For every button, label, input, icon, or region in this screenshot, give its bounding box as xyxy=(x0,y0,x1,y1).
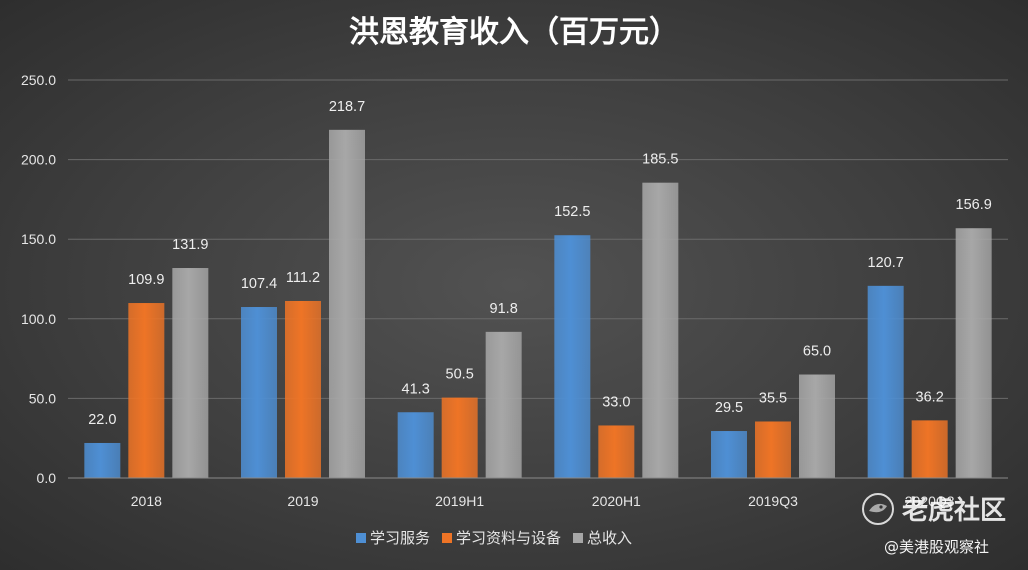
data-label: 91.8 xyxy=(490,301,518,317)
chart-title: 洪恩教育收入（百万元） xyxy=(349,15,679,50)
bar-学习服务-2019H1 xyxy=(397,412,434,478)
x-tick-label: 2018 xyxy=(131,493,162,509)
legend-label: 学习服务 xyxy=(370,529,430,547)
bar-学习资料与设备-2019H1 xyxy=(441,397,478,478)
x-tick-label: 2020Q3 xyxy=(905,493,955,509)
watermark-handle: @美港股观察社 xyxy=(884,538,989,556)
legend-label: 总收入 xyxy=(587,529,632,547)
data-label: 156.9 xyxy=(956,197,992,213)
bars xyxy=(84,129,992,479)
data-label: 120.7 xyxy=(868,255,904,271)
legend-swatch xyxy=(573,533,583,543)
y-tick-label: 200.0 xyxy=(21,152,56,168)
data-label: 111.2 xyxy=(286,270,320,286)
y-tick-label: 0.0 xyxy=(37,470,57,486)
data-label: 36.2 xyxy=(916,389,944,405)
bar-总收入-2020Q3 xyxy=(955,228,992,478)
legend: 学习服务 学习资料与设备 总收入 xyxy=(356,529,632,547)
bar-总收入-2019 xyxy=(329,129,365,479)
legend-swatch xyxy=(356,533,366,543)
bar-学习资料与设备-2020H1 xyxy=(598,425,635,478)
data-label: 131.9 xyxy=(172,237,208,253)
data-label: 65.0 xyxy=(803,344,831,360)
bar-总收入-2019H1 xyxy=(485,331,522,478)
y-tick-label: 150.0 xyxy=(21,231,56,247)
bar-学习资料与设备-2019 xyxy=(285,300,321,478)
axes: 0.0 50.0 100.0 150.0 200.0 250.0 2018 2019 2019H… xyxy=(21,72,1008,509)
data-label: 185.5 xyxy=(642,152,678,168)
x-tick-label: 2019H1 xyxy=(435,493,484,509)
data-label: 50.5 xyxy=(446,367,474,383)
bar-学习资料与设备-2020Q3 xyxy=(911,420,948,478)
x-tick-label: 2020H1 xyxy=(592,493,641,509)
bar-学习服务-2020Q3 xyxy=(867,285,904,478)
x-tick-label: 2019 xyxy=(287,493,318,509)
bar-总收入-2020H1 xyxy=(642,182,679,478)
data-label: 41.3 xyxy=(402,381,430,397)
legend-label: 学习资料与设备 xyxy=(456,529,561,547)
data-label: 218.7 xyxy=(329,99,365,115)
bar-学习资料与设备-2018 xyxy=(128,303,165,478)
bar-总收入-2019Q3 xyxy=(799,374,835,478)
y-tick-label: 100.0 xyxy=(21,311,56,327)
data-label: 35.5 xyxy=(759,390,787,406)
bar-学习服务-2019Q3 xyxy=(711,431,747,478)
y-tick-label: 50.0 xyxy=(29,390,56,406)
data-label: 152.5 xyxy=(554,204,590,220)
data-label: 109.9 xyxy=(128,272,164,288)
bar-学习资料与设备-2019Q3 xyxy=(755,421,791,478)
x-tick-label: 2019Q3 xyxy=(748,493,798,509)
bar-学习服务-2019 xyxy=(241,307,277,478)
data-labels: 22.0 109.9 131.9 107.4 111.2 218.7 41.3 50.5 91.… xyxy=(88,99,992,428)
data-label: 33.0 xyxy=(602,394,630,410)
bar-总收入-2018 xyxy=(172,268,209,478)
bar-学习服务-2020H1 xyxy=(554,235,591,478)
data-label: 22.0 xyxy=(88,412,116,428)
watermark: 老虎社区 @美港股观察社 xyxy=(862,493,1006,556)
y-tick-label: 250.0 xyxy=(21,72,56,88)
tiger-logo-icon xyxy=(862,493,894,525)
data-label: 29.5 xyxy=(715,400,743,416)
bar-学习服务-2018 xyxy=(84,442,121,478)
legend-swatch xyxy=(442,533,452,543)
watermark-brand: 老虎社区 xyxy=(902,495,1006,526)
gridlines xyxy=(68,79,1008,399)
data-label: 107.4 xyxy=(241,276,277,292)
